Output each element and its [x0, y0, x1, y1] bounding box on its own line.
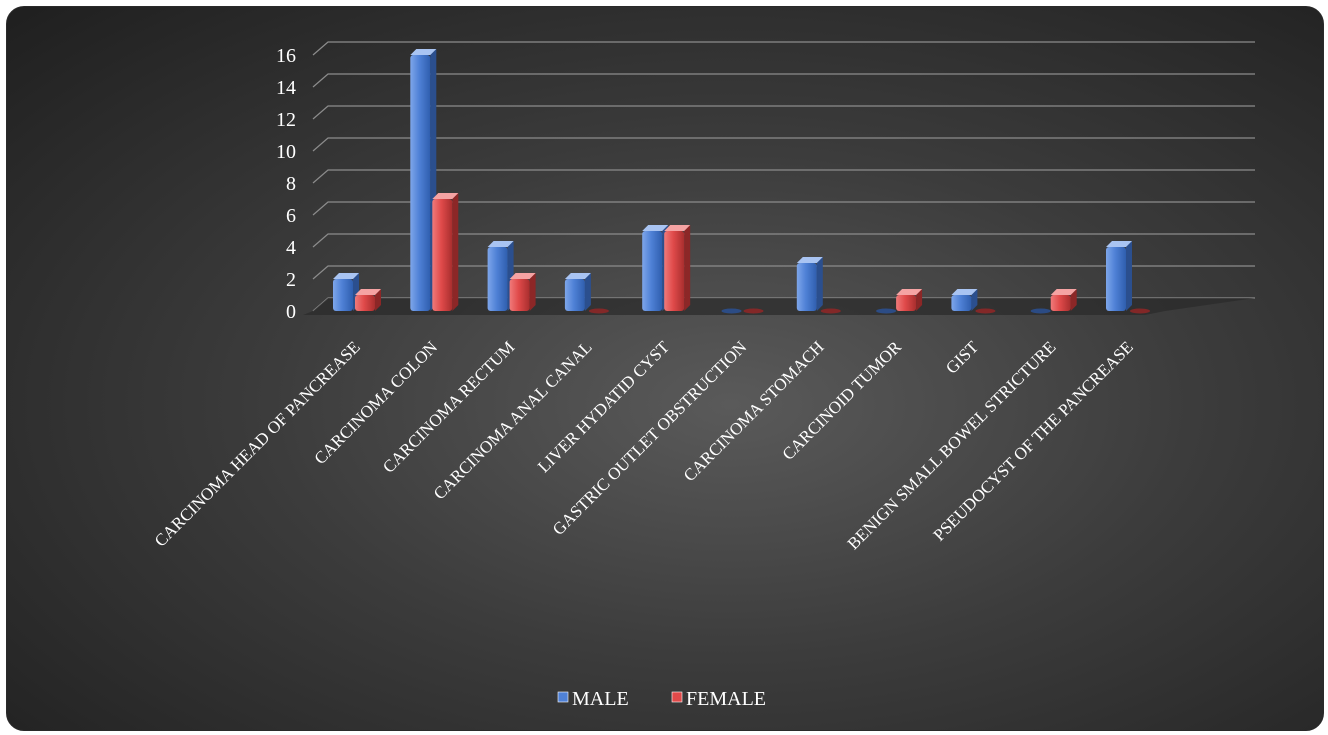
gridline [312, 233, 1255, 248]
legend-label: FEMALE [686, 688, 766, 710]
legend-item-female: FEMALE [671, 688, 766, 710]
legend-swatch [557, 691, 569, 703]
x-tick-label: LIVER HYDATID CYST [534, 337, 673, 476]
bar-male [1106, 241, 1132, 311]
bar-female [1130, 308, 1150, 314]
y-tick-label: 4 [286, 237, 296, 259]
y-tick-label: 0 [286, 301, 296, 323]
gridline [312, 137, 1255, 152]
bar-female [1050, 289, 1077, 311]
gridline [312, 201, 1255, 216]
bar-female [975, 308, 996, 314]
bar-female [896, 289, 923, 311]
bar-female [432, 193, 459, 311]
y-tick-label: 8 [286, 173, 296, 195]
chart-frame [6, 6, 1324, 731]
chart-floor [303, 298, 1255, 315]
x-tick-label: CARCINOMA ANAL CANAL [430, 337, 596, 503]
x-tick-label: GIST [942, 337, 983, 378]
y-tick-label: 14 [276, 77, 296, 99]
floor-plane [303, 298, 1255, 315]
bar-female [509, 273, 536, 311]
y-tick-label: 6 [286, 205, 296, 227]
bar-male [951, 289, 978, 311]
bars [333, 49, 1150, 314]
gridline [312, 41, 1255, 56]
bar-male [487, 241, 514, 311]
x-tick-label: CARCINOMA RECTUM [379, 337, 518, 476]
bar-female [743, 308, 764, 314]
gridline [312, 73, 1255, 88]
y-tick-label: 12 [276, 109, 296, 131]
bar-female [820, 308, 841, 314]
bar-female [664, 225, 691, 311]
gridline [312, 169, 1255, 184]
y-tick-label: 16 [276, 45, 296, 67]
bar-male [876, 308, 897, 314]
legend-label: MALE [572, 688, 629, 710]
bar-male [564, 273, 591, 311]
gridline [312, 105, 1255, 120]
bar-female [355, 289, 381, 311]
y-tick-label: 10 [276, 141, 296, 163]
y-tick-label: 2 [286, 269, 296, 291]
x-tick-label: CARCINOMA STOMACH [680, 337, 828, 485]
legend-item-male: MALE [557, 688, 629, 710]
gridline [312, 265, 1255, 280]
bar-male [796, 257, 823, 311]
y-axis-ticks: 0 2 4 6 8 10 12 14 16 [276, 45, 296, 323]
legend: MALE FEMALE [557, 688, 766, 710]
bar-male [721, 308, 742, 314]
bar-male [1030, 308, 1051, 314]
bar-female [588, 308, 609, 314]
legend-swatch [671, 691, 683, 703]
